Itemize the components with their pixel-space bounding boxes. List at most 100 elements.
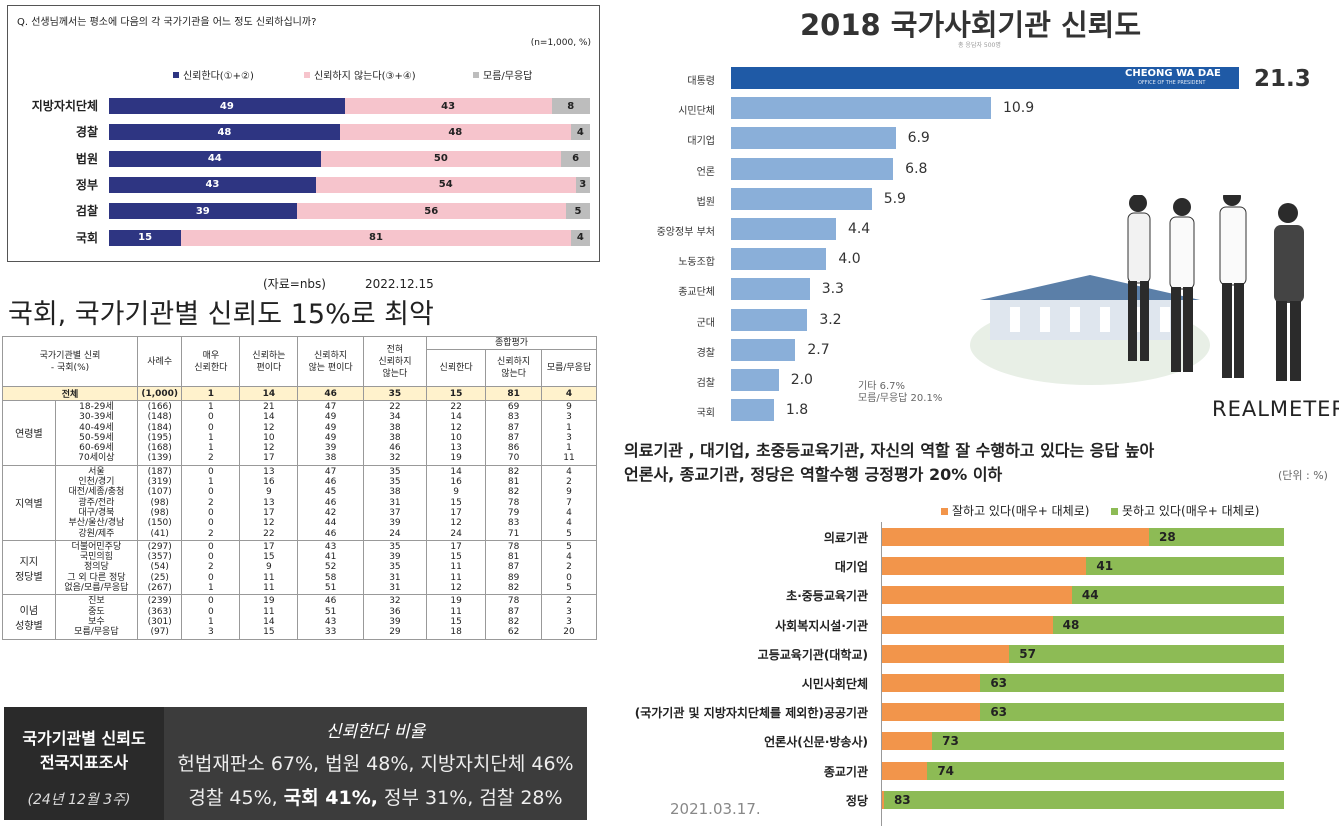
realmeter-bar — [731, 248, 827, 271]
realmeter-value: 2.0 — [790, 372, 813, 388]
banner-content: 신뢰한다 비율 헌법재판소 67%, 법원 48%, 지방자치단체 46% 경찰… — [164, 707, 587, 820]
realmeter-category-label: 종교단체 — [678, 287, 715, 299]
legend-distrust: 신뢰하지 않는다(③+④) — [304, 67, 416, 82]
realmeter-title: 2018 국가사회기관 신뢰도 — [800, 8, 1142, 42]
realmeter-category-label: 시민단체 — [678, 106, 715, 118]
table-group-label: 지역별 — [2, 464, 56, 541]
survey-question: Q. 선생님께서는 평소에 다음의 각 국가기관을 어느 정도 신뢰하십니까? — [17, 17, 317, 28]
role-category-label: (국가기관 및 지방자치단체를 제외한)공공기관 — [634, 706, 868, 721]
role-category-label: 초·중등교육기관 — [786, 589, 868, 604]
role-category-label: 정당 — [845, 793, 868, 808]
bar-segment-distrust: 81 — [181, 229, 571, 246]
role-axis-line — [881, 522, 882, 826]
realmeter-category-label: 언론 — [696, 166, 715, 178]
table-cell: 78 87 82 62 — [485, 594, 543, 640]
note-other: 기타 6.7% — [858, 381, 905, 392]
bar-segment-trust: 48 — [109, 124, 340, 141]
category-label: 정부 — [75, 177, 98, 192]
table-group-label: 이념 성향별 — [2, 594, 56, 640]
office-workers-illustration — [970, 195, 1304, 385]
role-bar-bad: 73 — [932, 732, 1284, 751]
table-cell: 32 36 39 29 — [362, 594, 428, 640]
table-head-title: 국가기관별 신뢰 - 국회(%) — [1, 336, 139, 387]
table-cell: 78 81 87 89 82 — [485, 539, 543, 596]
realmeter-value: 5.9 — [883, 190, 906, 207]
realmeter-value: 1.8 — [785, 402, 809, 419]
realmeter-value: 3.3 — [821, 281, 844, 298]
banner-line1: 헌법재판소 67%, 법원 48%, 지방자치단체 46% — [177, 753, 574, 775]
table-cell: 47 46 45 46 42 44 46 — [297, 464, 364, 541]
realmeter-category-label: 국회 — [696, 408, 715, 420]
table-cell: 46 51 43 33 — [297, 594, 364, 640]
table-cell: (1,000) — [137, 386, 183, 401]
table-cell: 0 1 0 2 0 0 2 — [181, 464, 241, 541]
headline: 국회, 국가기관별 신뢰도 15%로 최악 — [8, 299, 434, 330]
realmeter-value: 4.4 — [847, 221, 871, 237]
table-cell: 17 15 11 11 12 — [426, 539, 487, 596]
table-head-g2: 신뢰하지 않는다 — [485, 349, 543, 387]
bar-segment-dk: 4 — [570, 229, 590, 246]
legend-good: 잘하고 있다(매우+ 대체로) — [941, 502, 1089, 519]
banner-title-line2: 전국지표조사 — [39, 753, 129, 772]
bar-segment-trust: 15 — [109, 229, 182, 246]
table-cell: 9 3 1 3 1 11 — [541, 400, 597, 466]
stacked-bar-row: 44 50 6 — [109, 150, 590, 167]
bar-segment-dk: 6 — [561, 150, 590, 167]
trust-chart-panel: Q. 선생님께서는 평소에 다음의 각 국가기관을 어느 정도 신뢰하십니까? … — [7, 5, 600, 262]
table-cell: 19 11 15 18 — [426, 594, 487, 640]
bar-segment-distrust: 48 — [339, 124, 571, 141]
realmeter-value: 10.9 — [1002, 100, 1035, 117]
realmeter-value: 21.3 — [1254, 66, 1311, 92]
role-bar-bad: 48 — [1052, 615, 1284, 634]
realmeter-category-label: 법원 — [696, 196, 715, 208]
cheong-wa-dae-sub: OFFICE OF THE PRESIDENT — [1138, 80, 1206, 86]
table-cell: 전체 — [1, 386, 139, 401]
table-cell: 47 49 49 49 39 38 — [297, 400, 364, 466]
table-group-row: 지역별 서울 인천/경기 대전/세종/충청 광주/전라 대구/경북 부산/울산/경… — [2, 464, 597, 541]
role-category-label: 고등교육기관(대학교) — [757, 647, 868, 662]
legend-label-good: 잘하고 있다(매우+ 대체로) — [952, 504, 1090, 518]
table-cell: (166) (148) (184) (195) (168) (139) — [137, 400, 183, 466]
category-label: 검찰 — [75, 204, 98, 219]
realmeter-category-label: 경찰 — [696, 347, 715, 359]
stacked-bar-row: 39 56 5 — [109, 203, 590, 220]
role-bar-bad: 63 — [980, 674, 1284, 692]
stacked-bar-row: 48 48 4 — [109, 124, 590, 141]
realmeter-bar — [731, 97, 991, 120]
stacked-bar-row: 43 54 3 — [109, 176, 590, 193]
banner-date: (24년 12월 3주) — [27, 792, 131, 808]
legend-swatch-good — [941, 508, 948, 515]
realmeter-category-label: 중앙정부 부처 — [656, 227, 715, 238]
legend-swatch-distrust — [304, 72, 310, 78]
table-head-c2: 신뢰하는 편이다 — [239, 336, 299, 387]
role-category-label: 사회복지시설·기관 — [775, 618, 868, 633]
sample-note: (n=1,000, %) — [530, 38, 591, 48]
table-group-label: 연령별 — [2, 400, 56, 466]
table-cell: 0 0 2 0 1 — [181, 539, 241, 596]
realmeter-bar — [731, 338, 796, 361]
bar-segment-trust: 43 — [109, 176, 316, 193]
banner-heading: 신뢰한다 비율 — [325, 722, 426, 742]
role-bar-bad: 57 — [1009, 644, 1284, 663]
bar-segment-distrust: 54 — [315, 176, 576, 193]
bar-segment-dk: 4 — [570, 124, 590, 141]
bar-segment-distrust: 56 — [296, 203, 566, 220]
table-group-row: 지지 정당별 더불어민주당 국민의힘 정의당 그 외 다른 정당 없음/모름/무응… — [2, 539, 597, 596]
realmeter-category-label: 대통령 — [687, 76, 715, 87]
realmeter-value: 2.7 — [807, 341, 830, 358]
table-cell: 진보 중도 보수 모름/무응답 — [54, 594, 139, 640]
realmeter-bar — [731, 278, 810, 301]
table-cell: 81 — [485, 386, 543, 401]
banner-line2-c: 정부 31%, 검찰 28% — [378, 787, 563, 809]
banner-line2: 경찰 45%, 국회 41%, 정부 31%, 검찰 28% — [164, 783, 587, 810]
survey-banner: 국가기관별 신뢰도 전국지표조사 (24년 12월 3주) 신뢰한다 비율 헌법… — [4, 707, 587, 820]
legend-swatch-bad — [1111, 508, 1118, 515]
realmeter-value: 3.2 — [819, 311, 842, 328]
role-headline-2: 언론사, 종교기관, 정당은 역할수행 긍정평가 20% 이하 — [624, 465, 1003, 484]
realmeter-category-label: 대기업 — [687, 136, 715, 148]
unit-note: (단위 : %) — [1278, 469, 1328, 482]
legend-label-trust: 신뢰한다(①+②) — [183, 71, 254, 82]
table-head-c4: 전혀 신뢰하지 않는다 — [362, 336, 428, 387]
role-bar-bad: 63 — [980, 703, 1284, 722]
table-cell: 35 35 38 31 37 39 24 — [362, 464, 428, 541]
